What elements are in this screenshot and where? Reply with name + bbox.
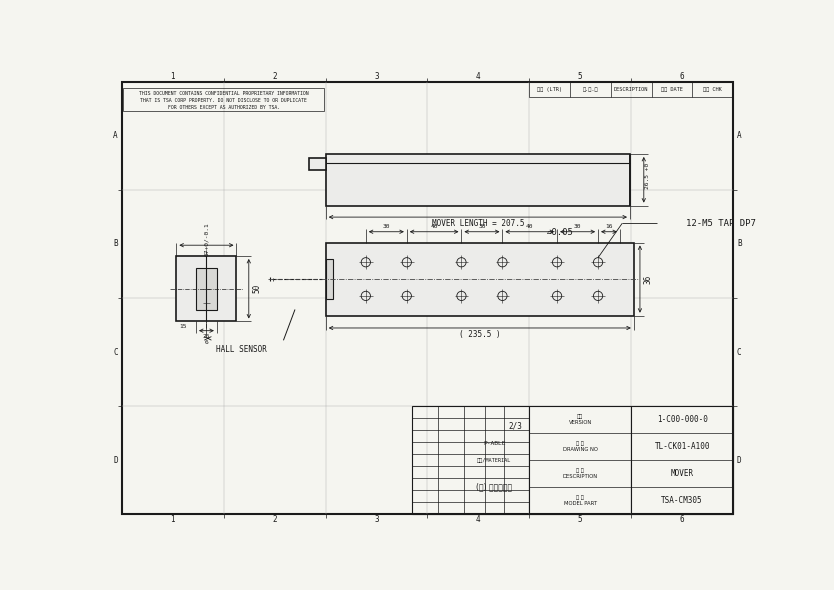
Text: TSA-CM305: TSA-CM305: [661, 496, 703, 505]
Text: 도 번
DRAWING NO: 도 번 DRAWING NO: [563, 441, 598, 452]
Text: A: A: [737, 131, 741, 140]
Text: 승인 CHK: 승인 CHK: [703, 87, 722, 92]
Text: 4: 4: [476, 515, 480, 524]
Bar: [326, 242, 634, 316]
Text: 16: 16: [605, 224, 613, 229]
Bar: [326, 154, 630, 205]
Bar: [123, 88, 324, 111]
Text: (주) 티에스어이: (주) 티에스어이: [476, 483, 512, 492]
Text: 5: 5: [578, 72, 583, 81]
Text: 2: 2: [272, 72, 277, 81]
Text: 1: 1: [170, 515, 175, 524]
Bar: [326, 259, 334, 299]
Text: 6: 6: [680, 515, 685, 524]
Text: B: B: [113, 240, 118, 248]
Text: 기호 (LTR): 기호 (LTR): [537, 87, 562, 92]
Bar: [177, 256, 237, 322]
Text: 15: 15: [178, 324, 186, 329]
Text: 2: 2: [272, 515, 277, 524]
Text: 1: 1: [170, 72, 175, 81]
Text: MOVER: MOVER: [671, 469, 694, 478]
Text: 3: 3: [374, 72, 379, 81]
Text: C: C: [113, 348, 118, 356]
Text: 발행 DATE: 발행 DATE: [661, 87, 683, 92]
Text: 5: 5: [578, 515, 583, 524]
Text: D: D: [737, 455, 741, 465]
Text: 4: 4: [476, 72, 480, 81]
Text: 버전
VERSION: 버전 VERSION: [569, 414, 592, 425]
Text: THAT IS TSA CORP PROPERTY. DO NOT DISCLOSE TO OR DUPLICATE: THAT IS TSA CORP PROPERTY. DO NOT DISCLO…: [140, 99, 307, 103]
Text: 50: 50: [252, 284, 261, 293]
Text: 3: 3: [374, 515, 379, 524]
Text: 12-M5 TAP DP7: 12-M5 TAP DP7: [686, 219, 756, 228]
Text: 6: 6: [680, 72, 685, 81]
Text: ▱0.05: ▱0.05: [547, 228, 574, 237]
Text: 6: 6: [204, 340, 208, 346]
Text: 40: 40: [526, 224, 534, 229]
Text: 품 명
DESCRIPTION: 품 명 DESCRIPTION: [563, 468, 598, 479]
Text: B: B: [737, 240, 741, 248]
Text: TL-CK01-A100: TL-CK01-A100: [655, 442, 710, 451]
Bar: [309, 158, 326, 170]
Text: ( 235.5 ): ( 235.5 ): [459, 330, 500, 339]
Text: 2/3: 2/3: [508, 421, 522, 430]
Text: C: C: [737, 348, 741, 356]
Text: 26: 26: [203, 333, 210, 339]
Text: D: D: [113, 455, 118, 465]
Text: P-ABLE: P-ABLE: [483, 441, 505, 447]
Text: 40: 40: [430, 224, 438, 229]
Text: 30: 30: [478, 224, 485, 229]
Text: 30: 30: [574, 224, 581, 229]
Bar: [196, 267, 217, 310]
Text: MOVER LENGTH = 207.5: MOVER LENGTH = 207.5: [432, 219, 524, 228]
Bar: [530, 81, 733, 97]
Bar: [412, 406, 733, 514]
Text: 36: 36: [643, 274, 652, 284]
Text: 67+0/-0.1: 67+0/-0.1: [204, 222, 209, 256]
Text: FOR OTHERS EXCEPT AS AUTHORIZED BY TSA.: FOR OTHERS EXCEPT AS AUTHORIZED BY TSA.: [168, 105, 279, 110]
Text: 기 호
MODEL PART: 기 호 MODEL PART: [564, 496, 597, 506]
Text: 수.면.번: 수.면.번: [583, 87, 598, 92]
Text: THIS DOCUMENT CONTAINS CONFIDENTIAL PROPRIETARY INFORMATION: THIS DOCUMENT CONTAINS CONFIDENTIAL PROP…: [138, 91, 309, 96]
Text: DESCRIPTION: DESCRIPTION: [614, 87, 648, 92]
Text: 재질/MATERIAL: 재질/MATERIAL: [477, 458, 511, 463]
Text: 1-C00-000-0: 1-C00-000-0: [656, 415, 707, 424]
Text: HALL SENSOR: HALL SENSOR: [216, 345, 267, 354]
Text: 30: 30: [383, 224, 390, 229]
Text: 26.5 +0: 26.5 +0: [646, 163, 651, 189]
Text: A: A: [113, 131, 118, 140]
